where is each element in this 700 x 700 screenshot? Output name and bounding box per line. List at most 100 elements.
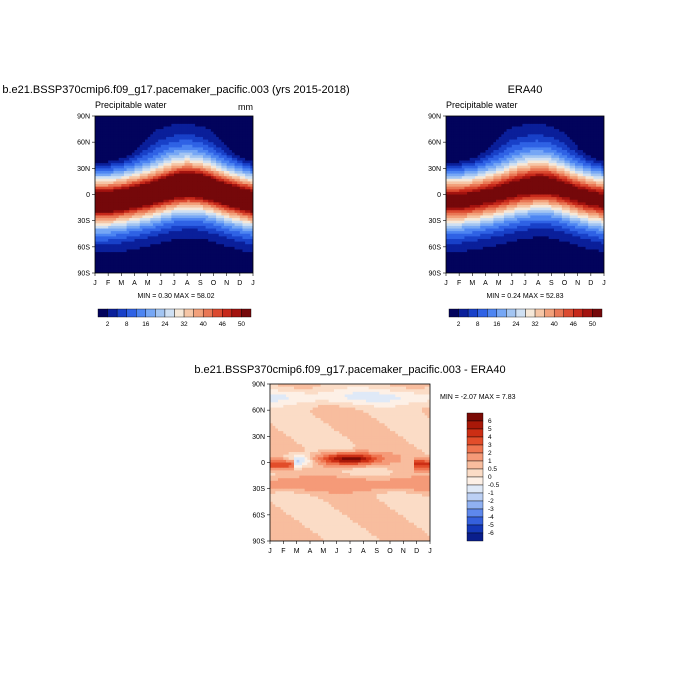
contour-cell: [97, 144, 101, 148]
contour-cell: [113, 186, 117, 190]
contour-cell: [102, 259, 106, 263]
contour-cell: [501, 136, 505, 140]
contour-cell: [501, 152, 505, 156]
contour-cell: [216, 228, 220, 232]
contour-cell: [446, 173, 450, 177]
contour-cell: [488, 199, 492, 203]
contour-cell: [152, 163, 156, 167]
contour-cell: [221, 241, 225, 245]
contour-cell: [210, 123, 214, 127]
contour-cell: [496, 136, 500, 140]
contour-cell: [179, 118, 183, 122]
contour-cell: [171, 259, 175, 263]
contour-cell: [456, 152, 460, 156]
contour-cell: [461, 121, 465, 125]
contour-cell: [145, 176, 149, 180]
contour-cell: [168, 233, 172, 237]
contour-cell: [446, 139, 450, 143]
contour-cell: [105, 197, 109, 201]
contour-cell: [247, 254, 251, 258]
contour-cell: [453, 212, 457, 216]
contour-cell: [221, 233, 225, 237]
contour-cell: [95, 257, 99, 261]
contour-cell: [501, 236, 505, 240]
contour-cell: [480, 173, 484, 177]
contour-cell: [187, 220, 191, 224]
contour-cell: [195, 168, 199, 172]
contour-cell: [493, 249, 497, 253]
contour-cell: [453, 165, 457, 169]
contour-cell: [485, 236, 489, 240]
contour-cell: [123, 126, 127, 130]
contour-cell: [192, 163, 196, 167]
contour-cell: [231, 194, 235, 198]
contour-cell: [501, 123, 505, 127]
contour-cell: [210, 178, 214, 182]
contour-cell: [179, 170, 183, 174]
contour-cell: [202, 121, 206, 125]
contour-cell: [247, 121, 251, 125]
contour-cell: [448, 194, 452, 198]
contour-cell: [453, 178, 457, 182]
contour-cell: [448, 129, 452, 133]
contour-cell: [150, 244, 154, 248]
contour-cell: [242, 199, 246, 203]
contour-cell: [218, 212, 222, 216]
contour-cell: [160, 220, 164, 224]
contour-cell: [224, 126, 228, 130]
contour-cell: [145, 118, 149, 122]
contour-cell: [116, 134, 120, 138]
contour-cell: [488, 238, 492, 242]
contour-cell: [464, 168, 468, 172]
contour-cell: [163, 142, 167, 146]
contour-cell: [163, 126, 167, 130]
contour-cell: [247, 184, 251, 188]
contour-cell: [116, 123, 120, 127]
contour-cell: [184, 238, 188, 242]
contour-cell: [187, 197, 191, 201]
contour-cell: [477, 189, 481, 193]
contour-cell: [472, 225, 476, 229]
contour-cell: [448, 223, 452, 227]
contour-cell: [197, 176, 201, 180]
contour-cell: [195, 262, 199, 266]
contour-cell: [121, 186, 125, 190]
contour-cell: [95, 202, 99, 206]
contour-cell: [224, 157, 228, 161]
contour-cell: [100, 152, 104, 156]
contour-cell: [213, 207, 217, 211]
contour-cell: [469, 170, 473, 174]
contour-cell: [453, 246, 457, 250]
contour-cell: [131, 197, 135, 201]
x-tick-label: M: [145, 280, 151, 287]
contour-cell: [150, 142, 154, 146]
contour-cell: [216, 254, 220, 258]
contour-cell: [187, 136, 191, 140]
contour-cell: [208, 249, 212, 253]
contour-cell: [242, 189, 246, 193]
contour-cell: [192, 134, 196, 138]
contour-cell: [113, 267, 117, 271]
contour-cell: [166, 210, 170, 214]
contour-cell: [179, 241, 183, 245]
contour-cell: [234, 220, 238, 224]
contour-cell: [482, 257, 486, 261]
contour-cell: [105, 207, 109, 211]
contour-cell: [234, 223, 238, 227]
contour-cell: [474, 178, 478, 182]
contour-cell: [95, 160, 99, 164]
contour-cell: [163, 202, 167, 206]
contour-cell: [100, 257, 104, 261]
contour-cell: [181, 176, 185, 180]
contour-cell: [137, 225, 141, 229]
contour-cell: [152, 168, 156, 172]
contour-cell: [216, 165, 220, 169]
contour-cell: [129, 157, 133, 161]
contour-cell: [195, 157, 199, 161]
contour-cell: [155, 173, 159, 177]
contour-cell: [229, 197, 233, 201]
contour-cell: [488, 218, 492, 222]
contour-cell: [245, 170, 249, 174]
contour-cell: [145, 265, 149, 269]
contour-cell: [179, 152, 183, 156]
